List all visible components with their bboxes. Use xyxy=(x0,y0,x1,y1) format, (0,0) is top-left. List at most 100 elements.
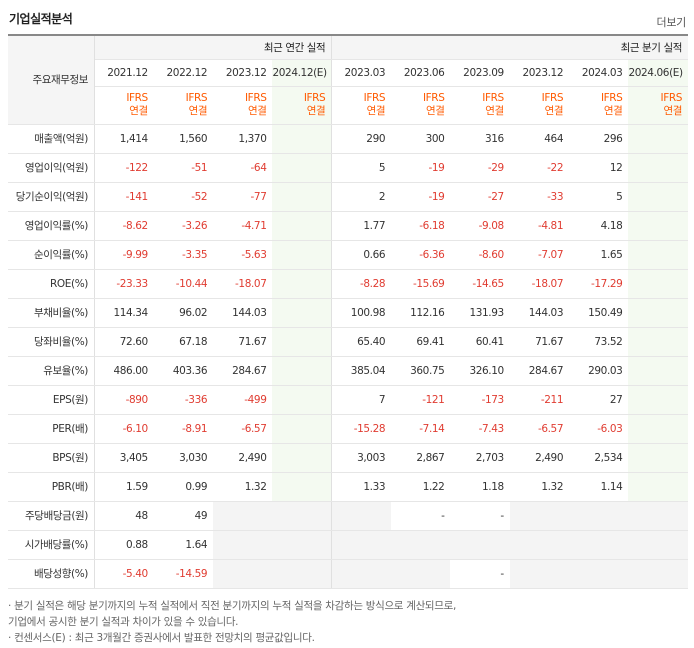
data-cell xyxy=(213,559,273,589)
data-cell: 284.67 xyxy=(213,356,273,386)
section-title: 기업실적분석 xyxy=(9,12,73,26)
data-cell xyxy=(272,443,332,473)
data-cell: -7.43 xyxy=(450,414,510,444)
data-cell: 316 xyxy=(450,123,510,154)
data-cell: -29 xyxy=(450,153,510,183)
data-cell: 464 xyxy=(509,123,570,154)
data-cell: 2,490 xyxy=(509,443,570,473)
data-cell: -122 xyxy=(94,153,154,183)
row-label: 매출액(억원) xyxy=(8,123,95,154)
ifrs-consolidated: 연결 xyxy=(188,105,208,117)
data-cell: - xyxy=(391,500,451,531)
data-cell: 1.22 xyxy=(391,472,451,502)
data-cell xyxy=(272,356,332,386)
table-row: 주당배당금(원) 48 49 - - xyxy=(8,500,688,531)
data-cell xyxy=(272,297,332,328)
data-cell: 1.65 xyxy=(569,240,629,270)
data-cell: -8.62 xyxy=(94,210,154,241)
period-header: 2023.03 xyxy=(331,59,392,87)
ifrs-label: IFRS 연결 xyxy=(213,86,273,125)
footnote-line: 기업에서 공시한 분기 실적과 차이가 있을 수 있습니다. xyxy=(8,616,239,628)
data-cell: -18.07 xyxy=(509,269,570,299)
data-cell: 3,003 xyxy=(331,443,392,473)
data-cell xyxy=(509,559,570,589)
data-cell xyxy=(272,123,332,154)
ifrs-standard: IFRS xyxy=(303,92,326,104)
data-cell: -9.99 xyxy=(94,240,154,270)
data-cell xyxy=(628,297,688,328)
data-cell xyxy=(272,500,332,531)
data-cell xyxy=(272,210,332,241)
footnote-line: · 컨센서스(E) : 최근 3개월간 증권사에서 발표한 전망치의 평균값입니… xyxy=(8,632,315,644)
period-header: 2024.12(E) xyxy=(272,59,332,87)
data-cell xyxy=(272,153,332,183)
row-label: EPS(원) xyxy=(8,384,95,415)
row-label: PER(배) xyxy=(8,414,95,444)
data-cell: -6.18 xyxy=(391,210,451,241)
data-cell: -8.91 xyxy=(153,414,214,444)
ifrs-label: IFRS 연결 xyxy=(272,86,332,125)
data-cell xyxy=(509,530,570,560)
data-cell: -6.57 xyxy=(213,414,273,444)
data-cell: 2 xyxy=(331,182,392,212)
data-cell: -336 xyxy=(153,384,214,415)
data-cell xyxy=(628,500,688,531)
data-cell: 0.66 xyxy=(331,240,392,270)
data-cell xyxy=(628,356,688,386)
data-cell: -6.10 xyxy=(94,414,154,444)
row-label: 순이익률(%) xyxy=(8,240,95,270)
data-cell: -4.81 xyxy=(509,210,570,241)
period-header: 2024.06(E) xyxy=(628,59,688,87)
ifrs-consolidated: 연결 xyxy=(663,105,682,117)
data-cell: 486.00 xyxy=(94,356,154,386)
data-cell: 96.02 xyxy=(153,297,214,328)
data-cell xyxy=(213,530,273,560)
data-cell: 131.93 xyxy=(450,297,510,328)
data-cell: -8.60 xyxy=(450,240,510,270)
data-cell: 144.03 xyxy=(213,297,273,328)
data-cell: 360.75 xyxy=(391,356,451,386)
data-cell: 385.04 xyxy=(331,356,392,386)
row-label: 시가배당률(%) xyxy=(8,530,95,560)
data-cell: 150.49 xyxy=(569,297,629,328)
data-cell: 60.41 xyxy=(450,327,510,357)
ifrs-standard: IFRS xyxy=(541,92,564,104)
ifrs-label: IFRS 연결 xyxy=(628,86,688,125)
data-cell: -52 xyxy=(153,182,214,212)
data-cell: 71.67 xyxy=(213,327,273,357)
ifrs-row: IFRS 연결 IFRS 연결 IFRS 연결 IFRS 연결 IFRS 연결 IFRS 연결 IFRS… xyxy=(8,86,688,125)
label-header: 주요재무정보 xyxy=(8,34,95,125)
period-header: 2024.03 xyxy=(569,59,629,87)
data-cell: 1.32 xyxy=(509,472,570,502)
data-cell: 1.18 xyxy=(450,472,510,502)
data-cell xyxy=(331,559,392,589)
table-row: 부채비율(%) 114.34 96.02 144.03 100.98 112.16 131.… xyxy=(8,297,688,328)
data-cell: 1.77 xyxy=(331,210,392,241)
data-cell: -33 xyxy=(509,182,570,212)
data-cell xyxy=(628,384,688,415)
period-header: 2023.06 xyxy=(391,59,451,87)
annual-group-header: 최근 연간 실적 xyxy=(94,34,332,60)
table-row: PER(배) -6.10 -8.91 -6.57 -15.28 -7.14 -7.43 -6.… xyxy=(8,414,688,444)
footnote-line: · 분기 실적은 해당 분기까지의 누적 실적에서 직전 분기까지의 누적 실적… xyxy=(8,600,457,612)
data-cell: 2,534 xyxy=(569,443,629,473)
table-row: 영업이익률(%) -8.62 -3.26 -4.71 1.77 -6.18 -9.08 -4.… xyxy=(8,210,688,241)
table-body: 매출액(억원) 1,414 1,560 1,370 290 300 316 464 296 영업이… xyxy=(8,123,688,589)
data-cell: 69.41 xyxy=(391,327,451,357)
ifrs-consolidated: 연결 xyxy=(306,105,326,117)
data-cell xyxy=(569,559,629,589)
data-cell xyxy=(628,472,688,502)
ifrs-standard: IFRS xyxy=(600,92,623,104)
data-cell: -9.08 xyxy=(450,210,510,241)
data-cell xyxy=(272,472,332,502)
data-cell: -6.57 xyxy=(509,414,570,444)
row-label: 주당배당금(원) xyxy=(8,500,95,531)
data-cell: 2,867 xyxy=(391,443,451,473)
data-cell: -23.33 xyxy=(94,269,154,299)
ifrs-label: IFRS 연결 xyxy=(509,86,570,125)
data-cell: -4.71 xyxy=(213,210,273,241)
data-cell: 3,030 xyxy=(153,443,214,473)
more-link[interactable]: 더보기 xyxy=(656,16,687,29)
data-cell: - xyxy=(450,559,510,589)
data-cell xyxy=(272,240,332,270)
